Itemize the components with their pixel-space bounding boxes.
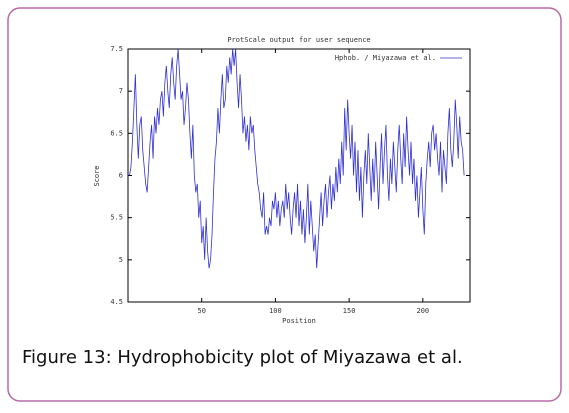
y-tick-label: 6: [119, 172, 123, 180]
x-tick-label: 50: [197, 307, 205, 315]
data-line: [129, 48, 465, 269]
y-tick-label: 7.5: [110, 45, 123, 53]
x-tick-label: 200: [416, 307, 429, 315]
y-tick-label: 5: [119, 256, 123, 264]
y-tick-label: 7: [119, 87, 123, 95]
y-axis-label: Score: [93, 165, 101, 186]
legend-label: Hphob. / Miyazawa et al.: [335, 54, 436, 62]
y-tick-label: 6.5: [110, 129, 123, 137]
chart-title: ProtScale output for user sequence: [227, 36, 370, 44]
caption: Figure 13: Hydrophobicity plot of Miyaza…: [22, 347, 463, 368]
x-tick-label: 150: [343, 307, 356, 315]
x-tick-label: 100: [269, 307, 282, 315]
y-tick-label: 5.5: [110, 214, 123, 222]
x-axis-label: Position: [282, 317, 316, 325]
y-tick-label: 4.5: [110, 298, 123, 306]
